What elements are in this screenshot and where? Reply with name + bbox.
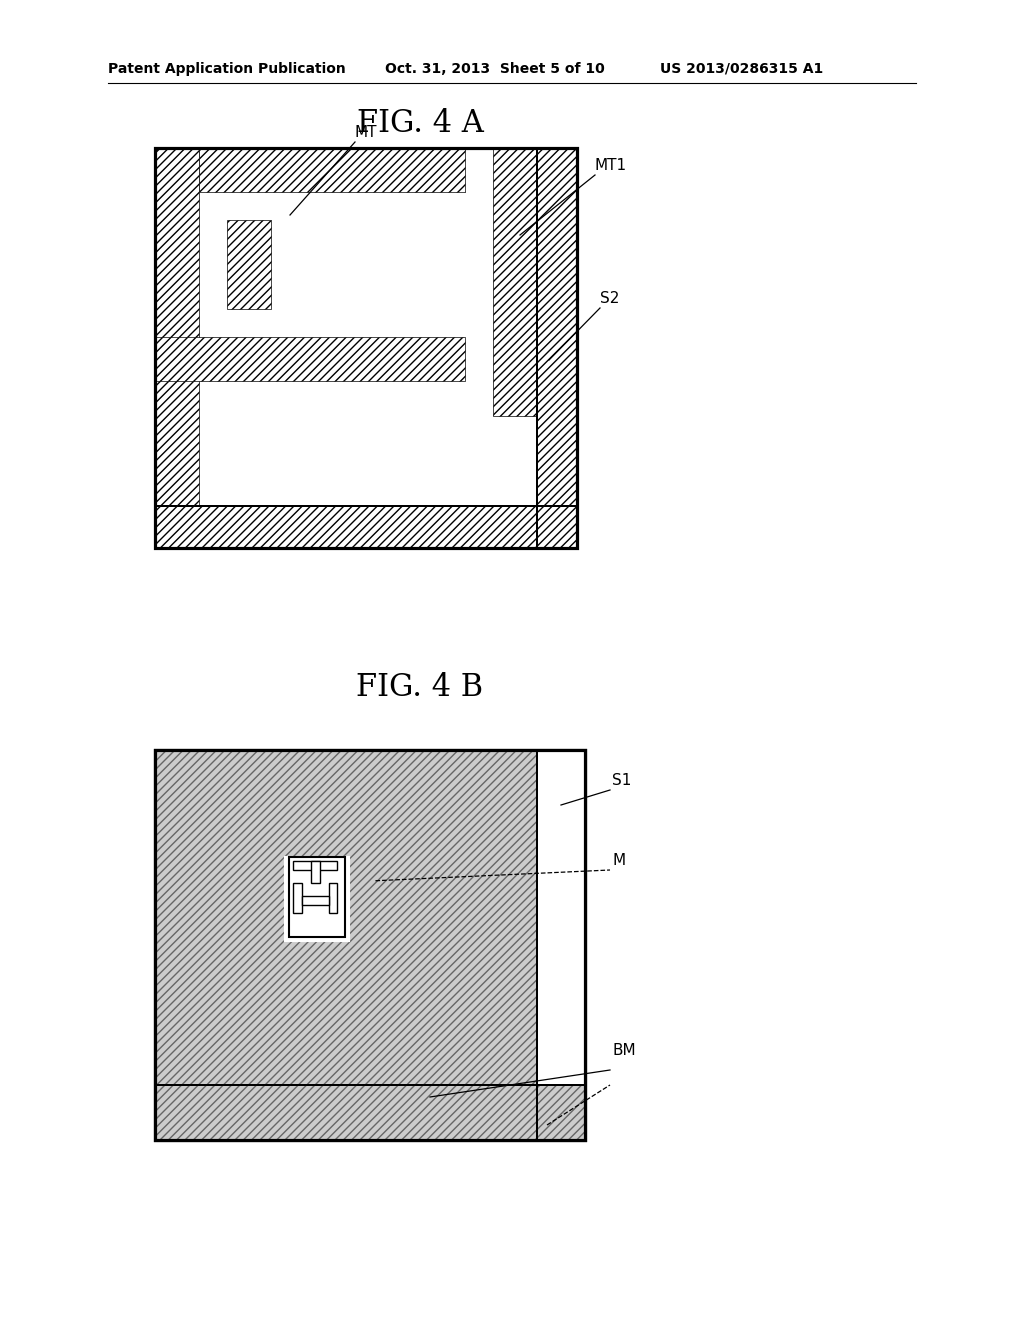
- Bar: [286, 857, 349, 941]
- Text: BM: BM: [612, 1043, 636, 1059]
- Bar: [199, 148, 465, 191]
- Text: S1: S1: [612, 774, 632, 788]
- Bar: [155, 750, 585, 1140]
- Text: Patent Application Publication: Patent Application Publication: [108, 62, 346, 77]
- Bar: [537, 750, 585, 1085]
- Bar: [155, 506, 577, 548]
- Text: Oct. 31, 2013  Sheet 5 of 10: Oct. 31, 2013 Sheet 5 of 10: [385, 62, 605, 77]
- Text: M: M: [612, 853, 625, 869]
- Bar: [302, 896, 329, 906]
- Bar: [294, 861, 338, 870]
- Bar: [329, 883, 338, 912]
- Bar: [155, 750, 585, 1140]
- Bar: [227, 220, 271, 309]
- Text: US 2013/0286315 A1: US 2013/0286315 A1: [660, 62, 823, 77]
- Bar: [155, 1085, 585, 1140]
- Text: MT: MT: [355, 125, 378, 140]
- Bar: [537, 148, 577, 548]
- Text: S2: S2: [600, 290, 620, 306]
- Bar: [493, 148, 537, 416]
- Bar: [311, 861, 319, 883]
- Bar: [155, 148, 577, 548]
- Bar: [155, 148, 199, 506]
- Bar: [155, 148, 577, 548]
- Text: FIG. 4 B: FIG. 4 B: [356, 672, 483, 704]
- Text: MT1: MT1: [595, 158, 627, 173]
- Bar: [155, 337, 465, 381]
- Bar: [155, 750, 537, 1085]
- Bar: [294, 883, 302, 912]
- Text: FIG. 4 A: FIG. 4 A: [356, 108, 483, 139]
- Bar: [290, 857, 345, 937]
